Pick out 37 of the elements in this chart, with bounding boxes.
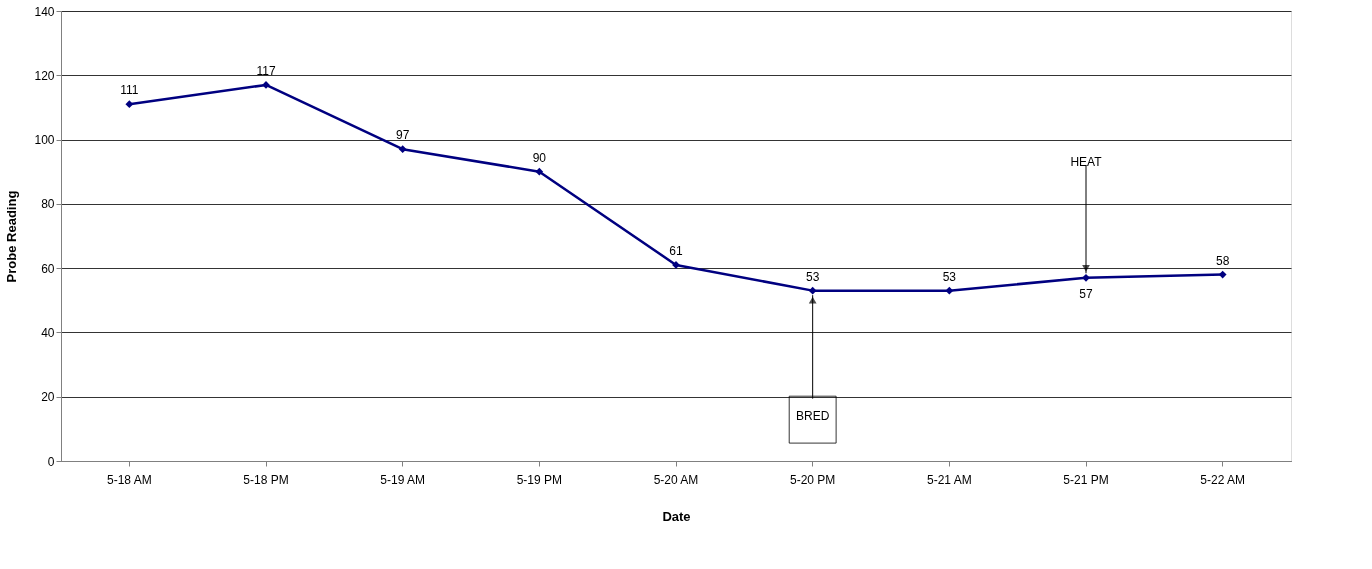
x-tick-label: 5-18 PM [243,472,289,487]
x-tick-label: 5-20 AM [653,472,699,487]
y-tick-label: 60 [41,261,55,276]
annotation: HEAT [1070,154,1103,169]
data-label: 61 [669,243,683,258]
data-label: 57 [1079,286,1093,301]
y-tick-label: 0 [47,454,55,469]
y-tick-label: 120 [34,68,55,83]
point [125,100,134,109]
point [945,286,954,295]
y-tick-label: 100 [34,133,55,148]
data-label: 53 [805,269,820,284]
point [398,145,407,154]
x-tick-label: 5-19 AM [380,472,426,487]
point [1218,270,1227,279]
data-label: 97 [395,128,410,143]
data-label: 53 [942,269,957,284]
x-tick-label: 5-21 PM [1063,472,1109,487]
x-tick-label: 5-18 AM [106,472,152,487]
data-label: 111 [120,83,139,98]
x-tick-label: 5-22 AM [1200,472,1246,487]
annotation: BRED [795,408,830,423]
x-tick-label: 5-21 AM [926,472,972,487]
data-label: 117 [256,63,276,78]
y-tick-label: 140 [34,4,55,19]
data-label: 90 [532,150,547,165]
point [808,286,817,295]
x-tick-label: 5-20 PM [789,472,836,487]
point [535,167,544,176]
y-axis-title: Probe Reading [4,190,20,283]
y-tick-label: 80 [41,197,55,212]
point [1082,273,1090,282]
data-label: 58 [1215,253,1230,268]
x-axis-title: Date [662,508,691,524]
x-tick-label: 5-19 PM [516,472,563,487]
y-tick-label: 40 [41,325,55,340]
y-tick-label: 20 [41,390,55,405]
